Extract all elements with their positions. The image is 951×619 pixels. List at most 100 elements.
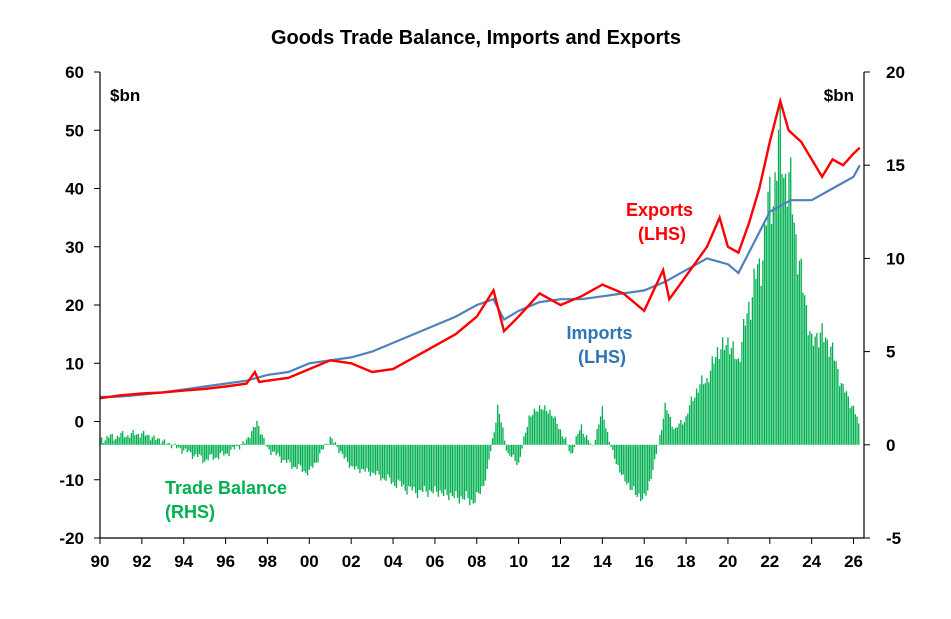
trade-balance-bar — [695, 388, 698, 445]
trade-balance-bar — [484, 444, 487, 481]
trade-balance-bar — [197, 444, 199, 457]
trade-balance-bar — [282, 444, 284, 461]
trade-balance-bar — [456, 444, 459, 498]
trade-balance-bar — [144, 435, 147, 445]
trade-balance-bar — [549, 409, 551, 445]
trade-balance-bar — [470, 444, 473, 500]
trade-balance-bar — [170, 444, 173, 449]
trade-balance-bar — [231, 444, 234, 447]
trade-balance-bar — [183, 444, 185, 451]
trade-balance-bar — [310, 444, 312, 467]
trade-balance-bar — [533, 408, 535, 445]
trade-balance-bar — [462, 444, 464, 500]
trade-balance-bar — [324, 443, 326, 445]
x-tick-label: 12 — [551, 552, 570, 571]
trade-balance-bar — [538, 405, 541, 445]
trade-balance-bar — [655, 444, 658, 454]
trade-balance-bar — [509, 444, 511, 456]
trade-balance-bar — [486, 444, 488, 469]
trade-balance-bar — [497, 404, 499, 445]
trade-balance-annotation: Trade Balance (RHS) — [165, 478, 292, 522]
trade-balance-bar — [523, 436, 525, 445]
trade-balance-bar — [749, 319, 752, 445]
trade-balance-bar — [172, 444, 174, 446]
trade-balance-bar — [327, 444, 330, 446]
trade-balance-bar — [678, 423, 680, 445]
trade-balance-bar — [769, 176, 771, 445]
trade-balance-bar — [429, 444, 431, 490]
trade-balance-bar — [338, 444, 340, 454]
trade-balance-bar — [181, 444, 183, 454]
trade-balance-bar — [685, 416, 687, 445]
trade-balance-bar — [573, 444, 576, 448]
trade-balance-bar — [285, 444, 288, 463]
trade-balance-bar — [619, 444, 621, 473]
trade-balance-bar — [455, 444, 457, 492]
trade-balance-bar — [751, 297, 754, 445]
trade-balance-bar — [381, 444, 384, 478]
trade-balance-bar — [631, 444, 633, 491]
trade-balance-bar — [156, 438, 159, 445]
trade-balance-bar — [606, 432, 609, 445]
trade-balance-bar — [566, 444, 569, 446]
chart-title: Goods Trade Balance, Imports and Exports — [271, 27, 681, 49]
trade-balance-bar — [240, 443, 242, 445]
left-tick-label: 0 — [75, 413, 84, 432]
trade-balance-bar — [453, 444, 455, 499]
trade-balance-bar — [586, 435, 588, 445]
x-tick-label: 26 — [844, 552, 863, 571]
trade-balance-bar — [139, 437, 141, 445]
trade-balance-bar — [592, 444, 595, 446]
trade-balance-bar — [774, 172, 776, 445]
trade-balance-bar — [233, 444, 235, 450]
trade-balance-bar — [729, 354, 731, 445]
trade-balance-bar — [544, 405, 546, 445]
trade-balance-bar — [277, 444, 279, 454]
trade-balance-bar — [647, 444, 649, 491]
trade-balance-bar — [176, 444, 178, 449]
trade-balance-bar — [737, 358, 740, 445]
trade-balance-bar — [736, 359, 738, 445]
trade-balance-bar — [336, 444, 338, 447]
trade-balance-bar — [141, 433, 143, 445]
trade-balance-bar — [793, 222, 795, 445]
trade-balance-bar — [209, 444, 211, 455]
trade-balance-bar — [193, 444, 195, 457]
trade-balance-bar — [120, 432, 122, 445]
trade-balance-bar — [753, 268, 755, 445]
trade-balance-bar — [296, 444, 298, 470]
trade-balance-bar — [739, 361, 741, 445]
trade-balance-bar — [711, 356, 713, 445]
trade-balance-bar — [659, 434, 661, 445]
trade-balance-bar — [610, 444, 612, 447]
trade-balance-bar — [162, 440, 164, 445]
left-tick-label: -10 — [59, 471, 84, 490]
trade-balance-bar — [340, 444, 342, 452]
trade-balance-bar — [838, 386, 841, 445]
trade-balance-bar — [463, 444, 466, 500]
trade-balance-bar — [683, 422, 685, 445]
trade-balance-bar — [411, 444, 413, 491]
trade-balance-bar — [641, 444, 644, 500]
trade-balance-bar — [347, 444, 349, 462]
trade-balance-bar — [704, 383, 706, 445]
trade-balance-bar — [556, 423, 558, 445]
trade-balance-bar — [374, 444, 377, 475]
trade-balance-bar — [305, 444, 307, 473]
trade-balance-bar — [624, 444, 626, 482]
trade-balance-bar — [235, 444, 237, 447]
x-tick-label: 94 — [174, 552, 193, 571]
trade-balance-bar — [558, 429, 560, 445]
trade-balance-bar — [322, 444, 324, 450]
trade-balance-bar — [554, 416, 556, 445]
trade-balance-bar — [596, 429, 598, 445]
x-tick-label: 18 — [677, 552, 696, 571]
trade-balance-bar — [648, 444, 651, 482]
trade-balance-bar — [652, 444, 654, 471]
trade-balance-bar — [217, 444, 220, 460]
trade-balance-bar — [650, 444, 652, 479]
trade-balance-bar — [633, 444, 635, 487]
trade-balance-bar — [828, 356, 830, 445]
trade-balance-bar — [589, 443, 591, 445]
